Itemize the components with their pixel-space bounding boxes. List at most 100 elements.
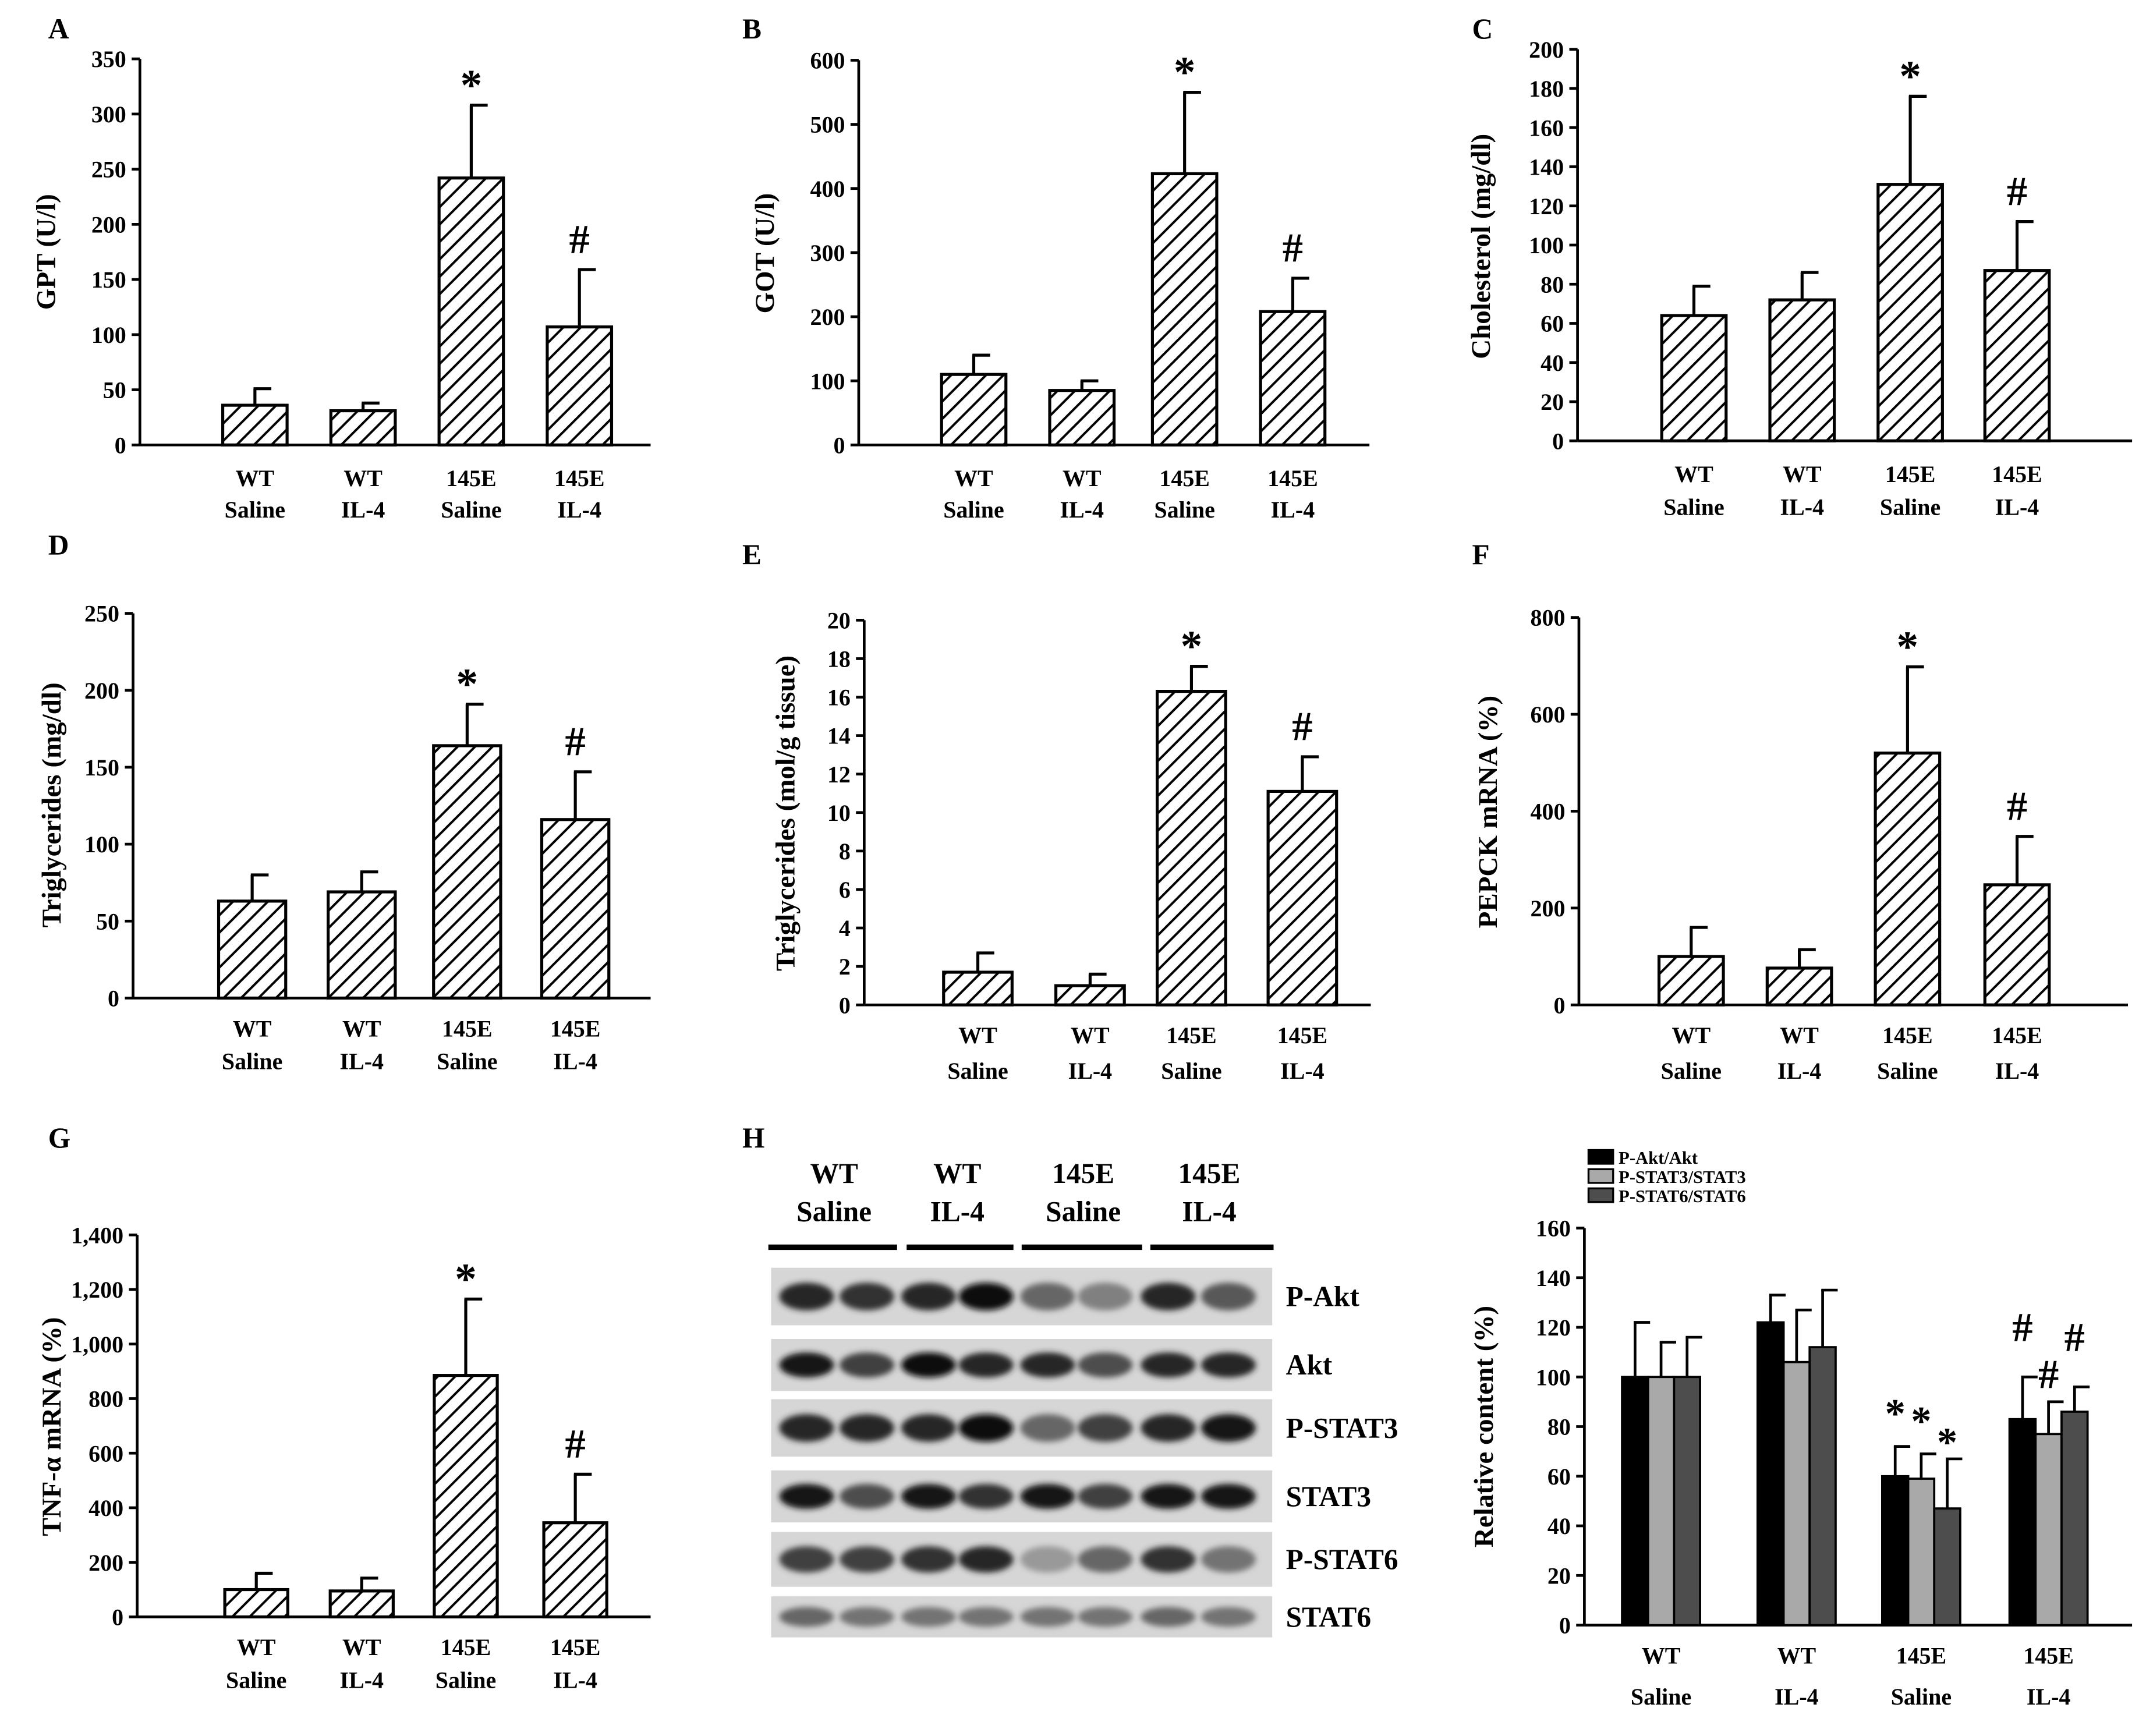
bar-G (542, 1521, 608, 1618)
x-category-label-B: Saline (943, 497, 1004, 523)
y-axis-label-G: TNF-α mRNA (%) (37, 1317, 67, 1536)
blot-band (901, 1607, 956, 1627)
bar-A (437, 176, 505, 447)
blot-group-label: IL-4 (930, 1196, 985, 1228)
x-category-label-E: 145E (1277, 1022, 1328, 1048)
y-tick-label-H: 100 (1536, 1364, 1571, 1390)
blot-band (1078, 1607, 1133, 1627)
y-tick-label-B: 0 (833, 432, 845, 458)
y-tick-label-G: 200 (88, 1550, 123, 1576)
bar-C (1768, 298, 1836, 442)
y-tick-label-C: 60 (1541, 311, 1564, 337)
y-tick-label-A: 0 (115, 432, 126, 458)
y-tick-label-H: 0 (1559, 1613, 1571, 1639)
blot-group-label: 145E (1178, 1157, 1240, 1189)
x-category-label-H: WT (1777, 1642, 1816, 1668)
y-tick-label-E: 18 (827, 646, 851, 672)
bar-H-series-2 (1782, 1361, 1811, 1627)
y-tick-label-A: 250 (91, 157, 126, 183)
x-category-label-C: IL-4 (1780, 494, 1825, 520)
bar-E (1054, 984, 1126, 1007)
blot-band (1201, 1607, 1256, 1627)
x-category-label-F: WT (1672, 1022, 1711, 1048)
bar-D (540, 818, 611, 1000)
blot-band (1078, 1352, 1133, 1378)
y-tick-label-A: 150 (91, 267, 126, 293)
blot-group-label: IL-4 (1182, 1196, 1236, 1228)
x-category-label-E: WT (958, 1022, 997, 1048)
bar-G (223, 1588, 289, 1618)
blot-band (1020, 1282, 1075, 1310)
x-category-label-A: WT (236, 465, 275, 491)
legend-swatch (1587, 1187, 1614, 1203)
y-axis-label-B: GOT (U/l) (750, 193, 780, 314)
y-tick-label-C: 120 (1529, 193, 1564, 219)
panel-label-A: A (48, 13, 69, 45)
x-category-label-E: WT (1071, 1022, 1110, 1048)
x-category-label-G: 145E (550, 1634, 601, 1660)
blot-band (1078, 1414, 1133, 1442)
bar-H-series-3 (1933, 1507, 1961, 1627)
y-tick-label-E: 10 (827, 800, 851, 826)
y-tick-label-E: 8 (839, 838, 851, 865)
bar-E (942, 970, 1014, 1007)
panel-label-H: H (742, 1122, 764, 1154)
y-tick-label-H: 40 (1547, 1513, 1571, 1539)
y-axis-label-E: Triglycerides (mol/g tissue) (770, 656, 801, 971)
significance-marker-F: # (2007, 784, 2027, 829)
bar-H-series-1 (1881, 1475, 1910, 1627)
y-tick-label-D: 150 (84, 754, 119, 781)
y-tick-label-A: 100 (91, 322, 126, 348)
blot-band (958, 1607, 1014, 1627)
x-category-label-E: IL-4 (1280, 1058, 1325, 1084)
y-tick-label-F: 400 (1530, 799, 1565, 825)
x-category-label-C: Saline (1880, 494, 1940, 520)
blot-group-label: WT (810, 1157, 858, 1189)
bar-E (1156, 690, 1227, 1007)
y-tick-label-E: 16 (827, 685, 851, 711)
y-tick-label-A: 300 (91, 101, 126, 127)
bar-G (328, 1589, 395, 1618)
x-category-label-G: WT (237, 1634, 276, 1660)
bar-B (1048, 389, 1116, 447)
y-tick-label-G: 0 (112, 1604, 123, 1631)
y-axis-label-D: Triglycerides (mg/dl) (37, 682, 67, 927)
x-category-label-C: IL-4 (1995, 494, 2039, 520)
y-tick-label-H: 160 (1536, 1216, 1571, 1242)
x-category-label-A: Saline (441, 497, 501, 523)
x-category-label-A: WT (343, 465, 383, 491)
y-tick-label-A: 350 (91, 46, 126, 72)
x-category-label-C: WT (1783, 461, 1822, 487)
blot-band (1141, 1282, 1196, 1310)
blot-band (779, 1282, 834, 1310)
x-category-label-G: WT (342, 1634, 381, 1660)
y-tick-label-C: 40 (1541, 350, 1564, 376)
blot-group-label: WT (933, 1157, 981, 1189)
blot-band (1078, 1282, 1133, 1310)
y-tick-label-C: 20 (1541, 389, 1564, 415)
blot-row-label: P-STAT6 (1286, 1543, 1398, 1575)
x-category-label-F: 145E (1882, 1022, 1933, 1048)
y-tick-label-C: 200 (1529, 37, 1564, 63)
significance-marker-C: # (2007, 169, 2027, 214)
y-tick-label-G: 800 (88, 1386, 123, 1412)
y-tick-label-F: 0 (1553, 992, 1565, 1018)
x-category-label-E: IL-4 (1068, 1058, 1113, 1084)
significance-marker-H: * (1885, 1391, 1906, 1437)
y-tick-label-E: 12 (827, 761, 851, 788)
x-category-label-G: IL-4 (553, 1667, 597, 1694)
bar-D (327, 890, 397, 1000)
y-tick-label-C: 180 (1529, 76, 1564, 102)
bar-C (1660, 314, 1728, 442)
blot-band (1078, 1483, 1133, 1509)
legend-label: P-STAT3/STAT3 (1619, 1167, 1746, 1187)
bar-G (433, 1374, 499, 1618)
y-tick-label-D: 50 (96, 908, 119, 934)
bar-H-series-3 (1808, 1346, 1837, 1627)
blot-band (901, 1414, 956, 1442)
bar-F (1765, 966, 1833, 1007)
y-tick-label-F: 200 (1530, 895, 1565, 922)
y-tick-label-D: 250 (84, 601, 119, 627)
legend-swatch (1587, 1149, 1614, 1165)
x-category-label-B: 145E (1159, 465, 1210, 491)
